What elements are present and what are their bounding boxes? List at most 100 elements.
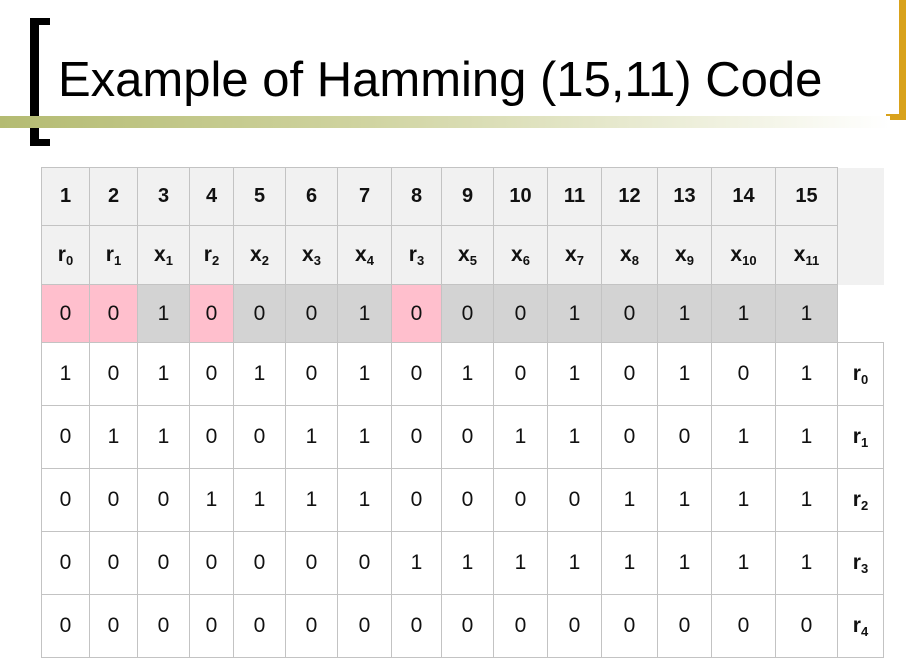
symbol-label: x10 — [730, 242, 757, 268]
hamming-code-table: 1 2 3 4 5 6 7 8 9 10 11 12 13 14 15 r0 r1 x1 r2 x2 x3 x4 r3 x5 x… — [41, 167, 884, 658]
parity-bit-cell: 1 — [657, 531, 712, 595]
parity-bit-cell: 0 — [189, 531, 234, 595]
parity-bit-cell: 0 — [189, 405, 234, 469]
parity-bit-cell: 0 — [391, 405, 442, 469]
symbol-label: r3 — [408, 242, 425, 268]
symbol-label: x7 — [565, 242, 584, 268]
parity-bit-cell: 1 — [337, 468, 392, 532]
parity-bit-cell: 1 — [775, 342, 838, 406]
parity-row: 1 0 1 0 1 0 1 0 1 0 1 0 1 0 1 r0 — [41, 342, 884, 406]
codeword-bit-cell: 0 — [41, 284, 90, 343]
codeword-bit-cell: 1 — [337, 284, 392, 343]
symbol-cell: x3 — [285, 225, 338, 285]
parity-bit-cell: 1 — [337, 342, 392, 406]
parity-bit-cell: 0 — [89, 594, 138, 658]
parity-row: 0 0 0 0 0 0 0 0 0 0 0 0 0 0 0 r4 — [41, 594, 884, 658]
blank-cell — [837, 284, 884, 343]
parity-bit-cell: 0 — [41, 531, 90, 595]
symbol-label: r0 — [57, 242, 74, 268]
position-cell: 2 — [89, 167, 138, 226]
codeword-bit-cell: 0 — [233, 284, 286, 343]
slide-title: Example of Hamming (15,11) Code — [58, 53, 823, 107]
parity-bit-cell: 1 — [775, 405, 838, 469]
parity-bit-cell: 0 — [41, 405, 90, 469]
parity-bit-cell: 1 — [547, 342, 602, 406]
parity-bit-cell: 0 — [601, 342, 658, 406]
parity-bit-cell: 0 — [391, 468, 442, 532]
parity-bit-cell: 1 — [775, 531, 838, 595]
parity-bit-cell: 0 — [285, 531, 338, 595]
parity-bit-cell: 0 — [441, 594, 494, 658]
parity-bit-cell: 0 — [601, 594, 658, 658]
parity-bit-cell: 0 — [657, 405, 712, 469]
parity-bit-cell: 0 — [137, 594, 190, 658]
left-bracket-decoration — [30, 18, 50, 146]
parity-bit-cell: 0 — [285, 342, 338, 406]
position-cell: 3 — [137, 167, 190, 226]
blank-cell — [837, 167, 884, 226]
codeword-bit-cell: 0 — [89, 284, 138, 343]
codeword-bit-cell: 1 — [657, 284, 712, 343]
codeword-bit-cell: 0 — [601, 284, 658, 343]
parity-bit-cell: 0 — [233, 531, 286, 595]
parity-bit-cell: 1 — [547, 531, 602, 595]
parity-bit-cell: 0 — [547, 468, 602, 532]
parity-label-cell: r0 — [837, 342, 884, 406]
position-cell: 11 — [547, 167, 602, 226]
codeword-bit-cell: 1 — [711, 284, 776, 343]
parity-bit-cell: 0 — [493, 468, 548, 532]
parity-bit-cell: 0 — [41, 594, 90, 658]
parity-bit-cell: 1 — [493, 405, 548, 469]
parity-bit-cell: 1 — [775, 468, 838, 532]
parity-bit-cell: 0 — [493, 594, 548, 658]
parity-bit-cell: 0 — [189, 594, 234, 658]
parity-bit-cell: 1 — [233, 342, 286, 406]
symbol-cell: x2 — [233, 225, 286, 285]
position-cell: 9 — [441, 167, 494, 226]
parity-bit-cell: 1 — [601, 531, 658, 595]
symbol-header-row: r0 r1 x1 r2 x2 x3 x4 r3 x5 x6 x7 x8 x9 x10 x11 — [41, 225, 884, 285]
position-cell: 8 — [391, 167, 442, 226]
symbol-cell: r2 — [189, 225, 234, 285]
position-cell: 12 — [601, 167, 658, 226]
symbol-label: r3 — [852, 550, 869, 576]
parity-bit-cell: 0 — [493, 342, 548, 406]
parity-bit-cell: 1 — [547, 405, 602, 469]
parity-bit-cell: 1 — [441, 342, 494, 406]
parity-bit-cell: 1 — [391, 531, 442, 595]
symbol-label: r2 — [852, 487, 869, 513]
parity-bit-cell: 0 — [337, 594, 392, 658]
symbol-label: x1 — [154, 242, 173, 268]
symbol-cell: x8 — [601, 225, 658, 285]
codeword-bit-cell: 1 — [775, 284, 838, 343]
symbol-label: x6 — [511, 242, 530, 268]
symbol-label: x2 — [250, 242, 269, 268]
symbol-cell: x11 — [775, 225, 838, 285]
symbol-cell: r0 — [41, 225, 90, 285]
codeword-bit-cell: 1 — [137, 284, 190, 343]
position-cell: 15 — [775, 167, 838, 226]
parity-bit-cell: 1 — [711, 468, 776, 532]
position-cell: 1 — [41, 167, 90, 226]
parity-label-cell: r2 — [837, 468, 884, 532]
parity-bit-cell: 0 — [89, 468, 138, 532]
parity-bit-cell: 1 — [137, 405, 190, 469]
parity-label-cell: r3 — [837, 531, 884, 595]
symbol-cell: r3 — [391, 225, 442, 285]
symbol-cell: x9 — [657, 225, 712, 285]
parity-label-cell: r1 — [837, 405, 884, 469]
parity-bit-cell: 1 — [493, 531, 548, 595]
parity-bit-cell: 1 — [137, 342, 190, 406]
parity-bit-cell: 0 — [137, 531, 190, 595]
codeword-bit-cell: 0 — [441, 284, 494, 343]
parity-bit-cell: 0 — [89, 342, 138, 406]
parity-bit-cell: 0 — [233, 405, 286, 469]
position-cell: 4 — [189, 167, 234, 226]
symbol-label: r0 — [852, 361, 869, 387]
symbol-cell: x5 — [441, 225, 494, 285]
codeword-bit-cell: 0 — [391, 284, 442, 343]
parity-bit-cell: 0 — [233, 594, 286, 658]
parity-bit-cell: 0 — [391, 342, 442, 406]
parity-label-cell: r4 — [837, 594, 884, 658]
parity-bit-cell: 0 — [657, 594, 712, 658]
